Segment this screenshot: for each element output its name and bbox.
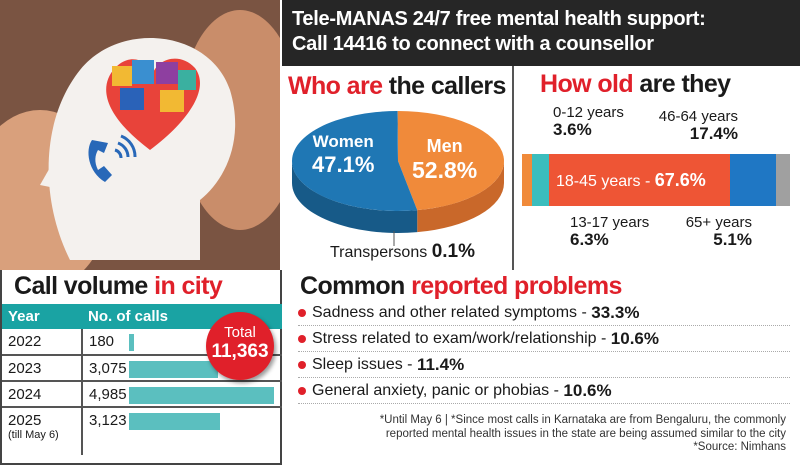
bullet-icon	[298, 334, 306, 343]
puzzle-heart-icon	[106, 58, 200, 150]
calls-bar	[129, 413, 220, 430]
headline-banner: Tele-MANAS 24/7 free mental health suppo…	[282, 0, 800, 66]
calls-bar	[129, 387, 274, 404]
year-cell: 2023	[8, 360, 42, 377]
age-segment-46-64-years	[729, 154, 777, 206]
col-year: Year	[2, 304, 82, 329]
age-label-65plus: 65+ years 5.1%	[685, 214, 752, 249]
calls-value: 180	[89, 333, 115, 350]
problems-title: Common reported problems	[300, 272, 622, 300]
pie-slice-women	[398, 111, 504, 211]
year-note: (till May 6)	[8, 429, 59, 441]
age-segment-0-12-years	[522, 154, 532, 206]
bullet-icon	[298, 360, 306, 369]
callers-gender-section: Who are the callers Women 47.1% Men 52.8…	[282, 66, 514, 270]
call-volume-title: Call volume in city	[14, 272, 223, 300]
caller-ages-section: How old are they 0-12 years 3.6% 46-64 ye…	[516, 66, 800, 270]
year-cell: 2022	[8, 333, 42, 350]
pie-label-transpersons: Transpersons 0.1%	[330, 241, 475, 262]
calls-bar	[129, 361, 219, 378]
callers-title: Who are the callers	[288, 72, 506, 100]
age-bar-main-label: 18-45 years - 67.6%	[556, 170, 706, 190]
call-volume-row: 2025 (till May 6) 3,123	[2, 407, 282, 455]
year-cell: 2025	[8, 412, 42, 429]
illustration-head-puzzle-heart	[0, 0, 280, 270]
age-segment-18-45-years	[548, 154, 730, 206]
age-segment-13-17-years	[531, 154, 549, 206]
calls-bar	[129, 334, 135, 351]
problem-item: Sleep issues - 11.4%	[298, 352, 790, 378]
age-label-0-12: 0-12 years 3.6%	[553, 104, 624, 139]
call-volume-section: Call volume in city Year No. of calls 202…	[0, 270, 282, 465]
bullet-icon	[298, 308, 306, 317]
pie-slice-men	[291, 111, 418, 211]
reported-problems-section: Common reported problems Sadness and oth…	[290, 270, 800, 465]
total-calls-badge: Total 11,363	[206, 312, 274, 380]
pie-side-men	[292, 161, 418, 233]
problem-item: Sadness and other related symptoms - 33.…	[298, 300, 790, 326]
pie-label-women: Women 47.1%	[312, 132, 375, 177]
problem-item: General anxiety, panic or phobias - 10.6…	[298, 378, 790, 404]
gender-pie-chart	[291, 111, 504, 246]
age-stacked-bar	[522, 154, 790, 206]
calls-value: 3,075	[89, 360, 127, 377]
calls-value: 4,985	[89, 386, 127, 403]
pie-slice-transpersons	[397, 111, 398, 161]
age-label-46-64: 46-64 years 17.4%	[658, 108, 738, 143]
year-cell: 2024	[8, 386, 42, 403]
age-segment-65-years	[776, 154, 790, 206]
call-volume-table: Year No. of calls 2022 180 2023 3,075 2024 4,9…	[2, 304, 282, 455]
source-credit: *Source: Nimhans	[693, 441, 786, 453]
pie-label-men: Men 52.8%	[412, 136, 478, 183]
bullet-icon	[298, 386, 306, 395]
headline-line-1: Tele-MANAS 24/7 free mental health suppo…	[292, 8, 706, 30]
calls-value: 3,123	[89, 412, 127, 429]
age-label-13-17: 13-17 years 6.3%	[570, 214, 650, 249]
headline-line-2: Call 14416 to connect with a counsellor	[292, 33, 654, 55]
pie-side-women	[417, 161, 504, 233]
ages-title: How old are they	[540, 70, 731, 98]
footnote: *Until May 6 | *Since most calls in Karn…	[290, 404, 800, 455]
problem-item: Stress related to exam/work/relationship…	[298, 326, 790, 352]
call-volume-row: 2024 4,985	[2, 381, 282, 408]
phone-icon	[88, 134, 137, 182]
